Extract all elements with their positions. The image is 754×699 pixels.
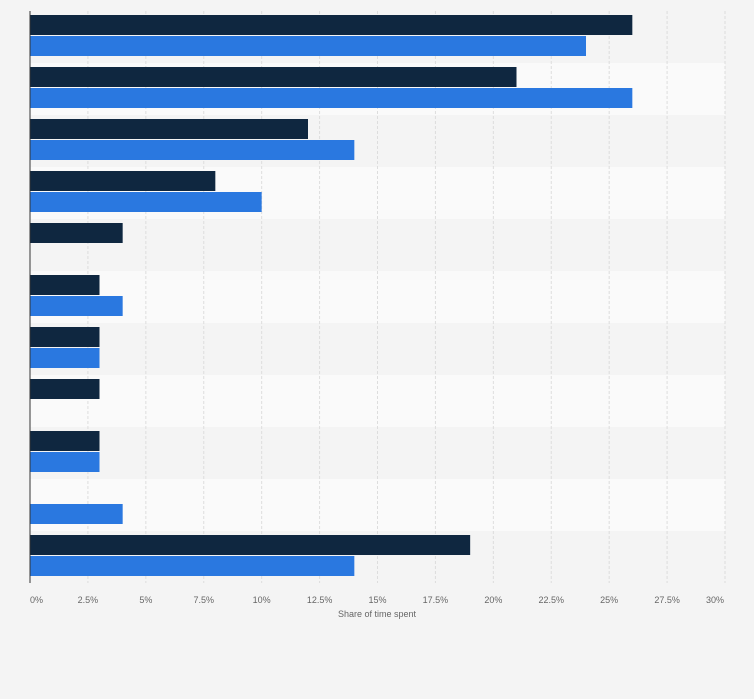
x-tick-label: 30% xyxy=(706,595,724,605)
x-tick-label: 17.5% xyxy=(423,595,449,605)
bar xyxy=(30,88,633,108)
x-axis-ticks: 0% 2.5% 5% 7.5% 10% 12.5% 15% 17.5% 20% 22.5% 25% 2… xyxy=(30,595,724,605)
bar xyxy=(30,504,123,524)
x-tick-label: 0% xyxy=(30,595,43,605)
x-tick-label: 25% xyxy=(600,595,618,605)
bar xyxy=(30,119,308,139)
bar xyxy=(30,296,123,316)
bar xyxy=(30,36,586,56)
bar xyxy=(30,431,100,451)
x-axis-title: Share of time spent xyxy=(338,609,417,619)
x-tick-label: 7.5% xyxy=(193,595,214,605)
x-tick-label: 10% xyxy=(253,595,271,605)
bar xyxy=(30,348,100,368)
bar xyxy=(30,452,100,472)
bar xyxy=(30,140,355,160)
bar xyxy=(30,535,471,555)
x-tick-label: 15% xyxy=(368,595,386,605)
bar xyxy=(30,15,633,35)
x-tick-label: 12.5% xyxy=(307,595,333,605)
bars xyxy=(30,15,633,576)
x-tick-label: 27.5% xyxy=(654,595,680,605)
bar xyxy=(30,171,216,191)
bar xyxy=(30,556,355,576)
x-tick-label: 5% xyxy=(139,595,152,605)
bar xyxy=(30,67,517,87)
x-tick-label: 20% xyxy=(484,595,502,605)
x-tick-label: 22.5% xyxy=(538,595,564,605)
x-tick-label: 2.5% xyxy=(78,595,99,605)
bar xyxy=(30,192,262,212)
bar xyxy=(30,275,100,295)
bar xyxy=(30,327,100,347)
bar xyxy=(30,223,123,243)
bar xyxy=(30,379,100,399)
